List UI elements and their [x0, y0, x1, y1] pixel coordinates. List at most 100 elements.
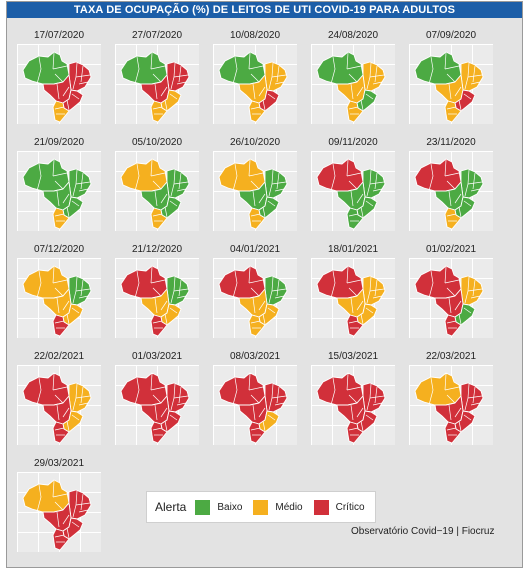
region-s	[150, 314, 168, 337]
state-border	[372, 295, 383, 299]
state-border	[346, 373, 349, 391]
legend-item-baixo: Baixo	[194, 498, 242, 516]
brazil-map	[22, 158, 92, 230]
state-border	[444, 279, 460, 284]
state-border	[54, 287, 64, 297]
state-border	[463, 200, 472, 207]
state-border	[470, 402, 481, 406]
region-s	[52, 207, 70, 230]
state-border	[448, 190, 452, 207]
state-border	[470, 295, 481, 299]
region-n	[22, 372, 70, 406]
map-panel: 17/07/2020	[15, 30, 103, 130]
state-border	[62, 86, 70, 97]
state-border	[80, 279, 84, 297]
state-borders	[428, 52, 483, 115]
state-border	[248, 279, 264, 284]
map-plot-area	[115, 365, 199, 445]
region-n	[316, 158, 364, 192]
region-n	[414, 51, 462, 85]
legend: Alerta Baixo Médio Crítico	[146, 491, 376, 523]
region-n	[414, 372, 462, 406]
legend-label-critico: Crítico	[335, 501, 365, 513]
state-border	[250, 213, 261, 217]
state-border	[66, 420, 70, 432]
region-n	[120, 265, 168, 299]
map-panel: 22/03/2021	[407, 351, 495, 451]
map-plot-area	[17, 472, 101, 552]
region-n	[120, 158, 168, 192]
state-border	[267, 93, 276, 100]
state-border	[369, 395, 385, 399]
state-border	[369, 181, 385, 185]
map-panel: 21/09/2020	[15, 137, 103, 237]
map-plot-area	[409, 44, 493, 124]
state-border	[356, 407, 364, 418]
figure-title: TAXA DE OCUPAÇÃO (%) DE LEITOS DE UTI CO…	[7, 2, 522, 18]
region-n	[22, 51, 70, 85]
state-border	[152, 180, 162, 190]
region-s	[444, 421, 462, 444]
map-panel: 08/03/2021	[211, 351, 299, 451]
state-border	[467, 74, 483, 78]
state-border	[356, 193, 364, 204]
state-border	[66, 206, 70, 218]
state-border	[54, 394, 64, 404]
state-border	[446, 73, 456, 83]
map-plot-area	[311, 365, 395, 445]
state-border	[154, 190, 158, 207]
brazil-map	[316, 51, 386, 123]
state-border	[150, 52, 153, 70]
state-border	[463, 307, 472, 314]
state-border	[232, 270, 238, 299]
state-border	[250, 180, 260, 190]
map-plot-area	[409, 365, 493, 445]
region-s	[248, 421, 266, 444]
state-border	[52, 52, 55, 70]
state-border	[267, 414, 276, 421]
state-border	[150, 266, 153, 284]
state-border	[154, 404, 158, 421]
state-border	[150, 373, 153, 391]
state-border	[276, 65, 280, 83]
map-date: 27/07/2020	[131, 30, 183, 41]
figure-frame: TAXA DE OCUPAÇÃO (%) DE LEITOS DE UTI CO…	[6, 1, 523, 568]
state-border	[150, 386, 166, 391]
state-border	[150, 279, 166, 284]
state-border	[348, 320, 359, 324]
state-border	[428, 56, 434, 85]
state-border	[372, 402, 383, 406]
state-border	[152, 320, 163, 324]
map-date: 22/02/2021	[33, 351, 85, 362]
state-border	[176, 402, 187, 406]
state-border	[454, 193, 462, 204]
region-s	[346, 314, 364, 337]
state-border	[164, 420, 168, 432]
state-border	[134, 56, 140, 85]
state-border	[348, 73, 358, 83]
state-border	[154, 83, 158, 100]
region-n	[218, 372, 266, 406]
state-border	[52, 279, 68, 284]
state-border	[444, 266, 447, 284]
state-border	[350, 190, 354, 207]
state-border	[160, 193, 168, 204]
state-border	[169, 414, 178, 421]
state-border	[267, 200, 276, 207]
state-border	[52, 159, 55, 177]
region-n	[316, 372, 364, 406]
map-panel: 04/01/2021	[211, 244, 299, 344]
state-border	[134, 270, 140, 299]
map-panel: 24/08/2020	[309, 30, 397, 130]
state-borders	[134, 52, 189, 115]
state-border	[169, 307, 178, 314]
map-date: 04/01/2021	[229, 244, 281, 255]
brazil-map	[22, 51, 92, 123]
state-border	[71, 307, 80, 314]
brazil-map	[316, 265, 386, 337]
map-date: 01/02/2021	[425, 244, 477, 255]
state-border	[164, 99, 168, 111]
state-border	[56, 190, 60, 207]
state-border	[356, 86, 364, 97]
region-n	[22, 158, 70, 192]
